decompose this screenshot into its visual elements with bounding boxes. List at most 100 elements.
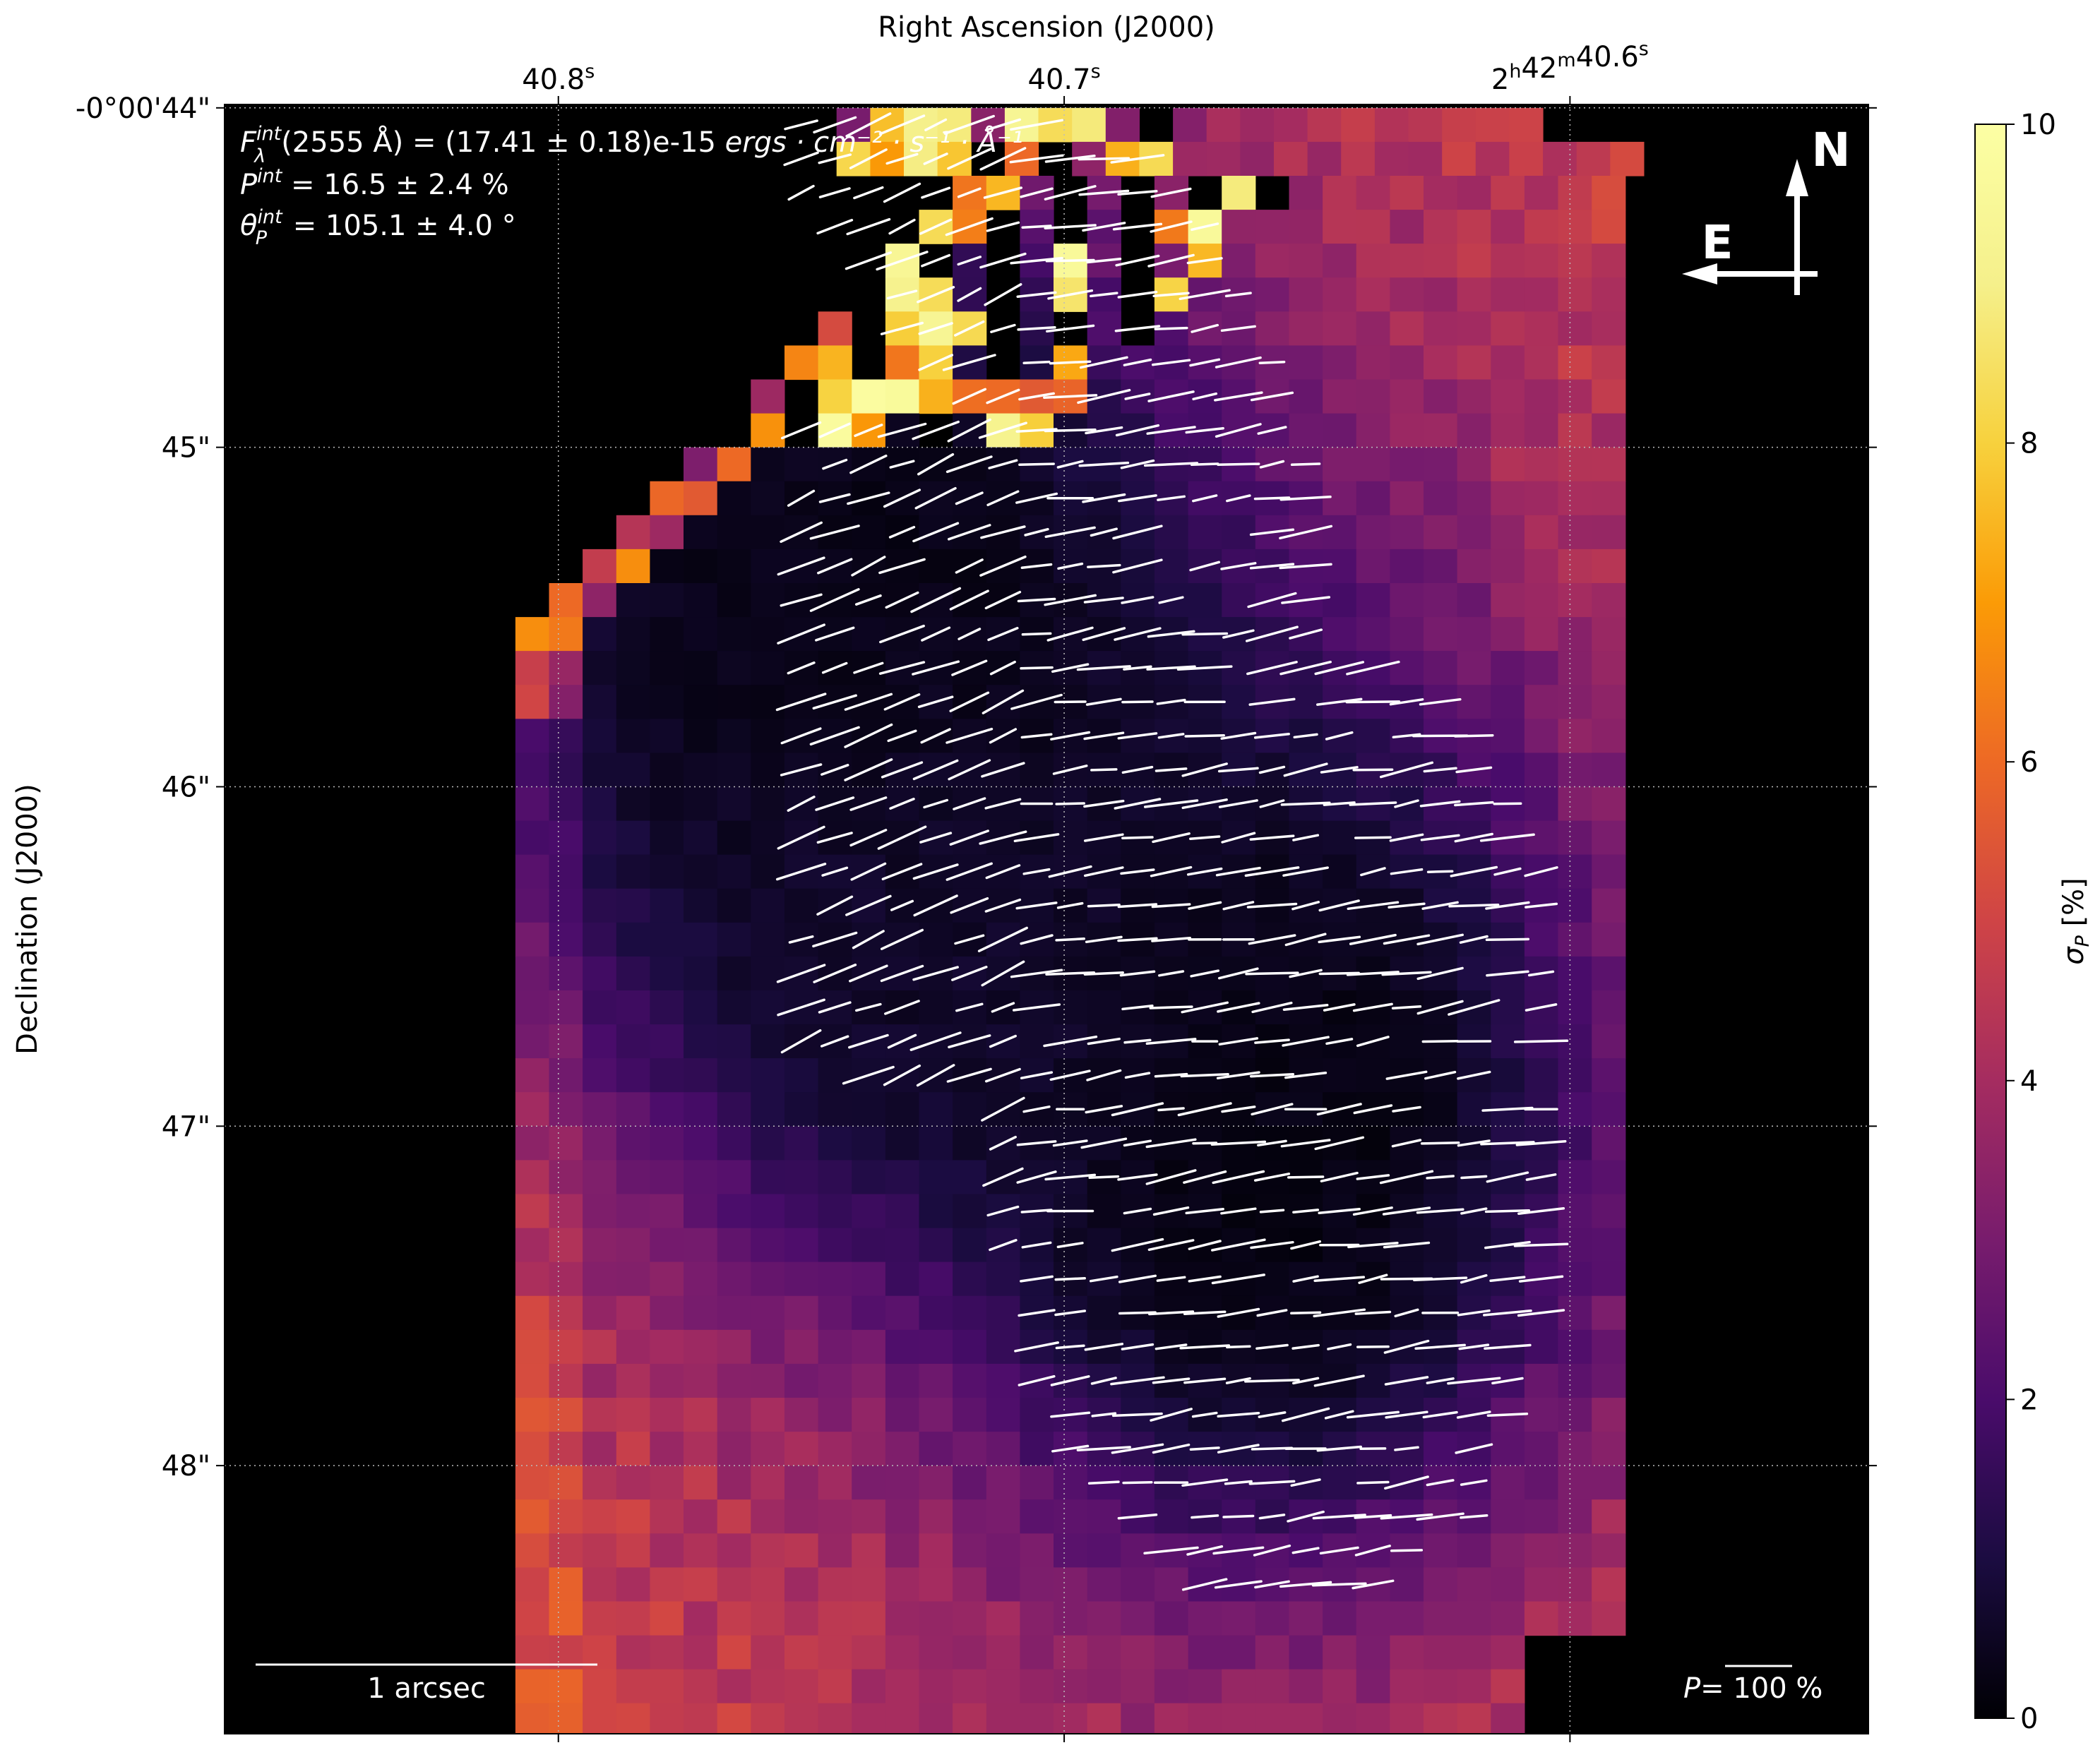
- heatmap-pixel: [1491, 617, 1525, 652]
- heatmap-pixel: [885, 1703, 920, 1734]
- polarization-vector: [1020, 666, 1054, 670]
- heatmap-pixel: [1424, 345, 1458, 380]
- x-tick-label-sup: s: [1091, 61, 1101, 83]
- heatmap-pixel: [1289, 210, 1323, 244]
- polarization-vector: [986, 388, 1020, 404]
- heatmap-pixel: [1524, 1499, 1559, 1534]
- polarization-vector: [1120, 868, 1155, 875]
- polarization-vector: [1013, 833, 1060, 843]
- polarization-vector: [1146, 426, 1196, 435]
- polarization-vector: [1051, 663, 1090, 673]
- polarization-vector: [1120, 459, 1155, 469]
- heatmap-pixel: [751, 1329, 785, 1365]
- heatmap-pixel: [751, 1058, 785, 1093]
- heatmap-pixel: [784, 345, 819, 380]
- heatmap-pixel: [616, 956, 650, 991]
- polarization-vector: [917, 286, 955, 304]
- heatmap-pixel: [1491, 244, 1525, 278]
- heatmap-pixel: [1020, 1024, 1054, 1059]
- polarization-vector: [1083, 833, 1124, 842]
- heatmap-pixel: [1592, 1398, 1626, 1432]
- y-tick-label: 47": [162, 1110, 210, 1143]
- heatmap-pixel: [1323, 277, 1357, 312]
- heatmap-pixel: [1524, 1466, 1559, 1500]
- heatmap-pixel: [1457, 345, 1491, 380]
- heatmap-pixel: [784, 1635, 819, 1670]
- heatmap-pixel: [1121, 1601, 1155, 1636]
- heatmap-pixel: [650, 1499, 684, 1534]
- polarization-vector: [1017, 326, 1056, 331]
- x-axis-title: Right Ascension (J2000): [878, 11, 1215, 44]
- polarization-vector: [1257, 426, 1287, 435]
- polarization-vector: [775, 863, 827, 881]
- heatmap-pixel: [515, 1261, 550, 1297]
- polarization-vector: [1389, 698, 1424, 706]
- heatmap-pixel: [1289, 244, 1323, 278]
- polarization-vector: [984, 1067, 1021, 1083]
- polarization-vector: [1050, 1375, 1090, 1386]
- heatmap-pixel: [515, 956, 550, 991]
- polarization-vector: [1222, 901, 1255, 911]
- heatmap-pixel: [953, 1466, 987, 1500]
- polarization-vector: [1043, 1035, 1098, 1048]
- polarization-vector: [1056, 460, 1084, 469]
- angle-superscript: int: [257, 206, 283, 228]
- heatmap-pixel: [904, 141, 938, 176]
- heatmap-pixel: [650, 1058, 684, 1093]
- heatmap-pixel: [684, 515, 718, 550]
- heatmap-pixel: [549, 1092, 583, 1127]
- polarization-vector: [881, 863, 923, 881]
- heatmap-pixel: [1592, 210, 1626, 244]
- heatmap-pixel: [616, 1329, 650, 1365]
- heatmap-pixel: [1390, 1703, 1424, 1734]
- heatmap-pixel: [919, 922, 953, 957]
- heatmap-pixel: [1289, 311, 1323, 346]
- heatmap-pixel: [515, 786, 550, 822]
- heatmap-pixel: [1390, 1669, 1424, 1704]
- heatmap-pixel: [583, 786, 617, 822]
- heatmap-pixel: [1072, 107, 1106, 143]
- heatmap-pixel: [852, 1669, 886, 1704]
- heatmap-pixel: [549, 1295, 583, 1331]
- heatmap-pixel: [1356, 719, 1390, 753]
- polarization-vector: [1414, 1343, 1466, 1350]
- polarization-vector: [1020, 187, 1054, 198]
- heatmap-pixel: [650, 1398, 684, 1432]
- heatmap-pixel: [784, 1432, 819, 1466]
- polarization-vector: [815, 796, 855, 811]
- polarization-vector: [1346, 660, 1400, 676]
- heatmap-pixel: [1558, 854, 1592, 889]
- heatmap-pixel: [1424, 379, 1458, 414]
- heatmap-pixel: [1222, 176, 1256, 210]
- polarization-vector: [1284, 933, 1327, 947]
- heatmap-pixel: [1457, 515, 1491, 550]
- heatmap-pixel: [1491, 1669, 1525, 1704]
- heatmap-pixel: [616, 1669, 650, 1704]
- heatmap-pixel: [1524, 277, 1559, 312]
- polarization-vector: [1085, 426, 1123, 435]
- heatmap-pixel: [1323, 820, 1357, 856]
- polarization-vector: [1111, 1412, 1163, 1418]
- heatmap-pixel: [549, 1601, 583, 1636]
- polarization-vector: [1457, 1139, 1491, 1147]
- heatmap-pixel: [1390, 1635, 1424, 1670]
- polarization-vector: [986, 490, 1020, 507]
- heatmap-pixel: [1558, 1194, 1592, 1229]
- polarization-vector: [1020, 1275, 1054, 1283]
- polarization-vector: [1181, 1578, 1228, 1591]
- heatmap-pixel: [751, 854, 785, 889]
- heatmap-pixel: [1491, 651, 1525, 685]
- heatmap-pixel: [1341, 107, 1376, 143]
- polarization-vector: [1087, 1480, 1120, 1485]
- polarization-vector: [1356, 1345, 1390, 1348]
- heatmap-pixel: [919, 1160, 953, 1195]
- heatmap-pixel: [549, 1363, 583, 1398]
- heatmap-pixel: [818, 1126, 852, 1161]
- polarization-vector: [1354, 1545, 1391, 1557]
- polarization-vector: [1484, 1240, 1531, 1249]
- heatmap-pixel: [684, 1363, 718, 1398]
- heatmap-pixel: [1558, 1092, 1592, 1127]
- polarization-vector: [1311, 1582, 1367, 1587]
- heatmap-pixel: [684, 685, 718, 719]
- polarization-vector: [844, 723, 893, 748]
